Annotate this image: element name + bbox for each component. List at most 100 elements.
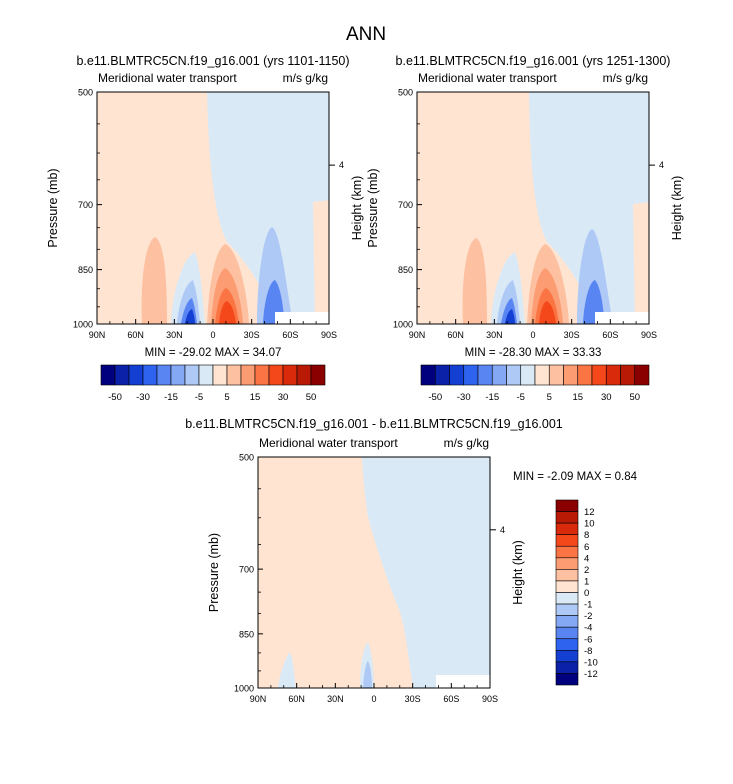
y-right-axis-title: Height (km) <box>670 176 684 241</box>
panel-3-left-label: Meridional water transport <box>259 436 398 450</box>
colorbar-label: 8 <box>584 530 589 541</box>
y-tick-label: 500 <box>239 453 254 463</box>
colorbar-cell <box>634 364 650 386</box>
panel-2-axes: 90N 60N 30N 0 30S 60S 90S 500 700 850 1000 4 Pressur… <box>366 88 684 341</box>
y-right-axis-title: Height (km) <box>511 540 525 605</box>
colorbar-label: -1 <box>584 600 592 611</box>
colorbar-label: -5 <box>195 392 203 403</box>
x-tick-label: 30N <box>486 330 503 340</box>
colorbar-label: -5 <box>517 392 525 403</box>
colorbar-label: 2 <box>584 565 589 576</box>
y-tick-label: 850 <box>78 265 93 275</box>
field-region <box>356 457 362 517</box>
colorbar-cell <box>226 364 242 386</box>
panel-2-field <box>417 92 649 324</box>
x-tick-label: 60N <box>127 330 144 340</box>
field-region <box>363 661 372 688</box>
colorbar-cell <box>254 364 270 386</box>
colorbar-cell <box>555 580 579 593</box>
field-region <box>141 237 167 324</box>
colorbar-label: 15 <box>572 392 583 403</box>
colorbar-cell <box>463 364 479 386</box>
colorbar-cell <box>128 364 144 386</box>
colorbar-label: -50 <box>428 392 442 403</box>
colorbar-cell <box>620 364 636 386</box>
panel-2-stats: MIN = -28.30 MAX = 33.33 <box>465 347 602 359</box>
colorbar-cell <box>170 364 186 386</box>
x-tick-label: 90N <box>89 330 106 340</box>
colorbar-cell <box>491 364 507 386</box>
colorbar-cell <box>555 569 579 582</box>
x-tick-label: 30N <box>327 694 344 704</box>
x-tick-label: 90S <box>641 330 657 340</box>
colorbar-cell <box>555 592 579 605</box>
x-tick-label: 0 <box>371 694 376 704</box>
field-region <box>633 202 649 324</box>
colorbar-cell <box>555 603 579 616</box>
panel-2: b.e11.BLMTRC5CN.f19_g16.001 (yrs 1251-13… <box>366 54 684 403</box>
colorbar-label: -10 <box>584 657 598 668</box>
x-tick-label: 90S <box>321 330 337 340</box>
field-region <box>313 200 329 324</box>
colorbar-label: 5 <box>547 392 552 403</box>
y-tick-label: 1000 <box>234 684 254 694</box>
colorbar-cell <box>555 626 579 640</box>
panel-1-field <box>97 92 329 324</box>
field-region <box>539 301 556 324</box>
x-tick-label: 90N <box>409 330 426 340</box>
colorbar-cell <box>555 638 579 651</box>
colorbar-label: -12 <box>584 669 598 680</box>
colorbar-label: -30 <box>457 392 471 403</box>
colorbar-cell <box>555 522 579 535</box>
panel-3-axes: 90N 60N 30N 0 30S 60S 90S 500 700 850 1000 4 Pressur… <box>207 453 525 705</box>
field-region <box>529 92 649 324</box>
x-tick-label: 60N <box>288 694 305 704</box>
colorbar-cell <box>114 364 130 386</box>
panel-1-left-label: Meridional water transport <box>98 71 237 85</box>
panel-1-title: b.e11.BLMTRC5CN.f19_g16.001 (yrs 1101-11… <box>76 54 349 68</box>
y-tick-label: 850 <box>398 265 413 275</box>
y-axis-title: Pressure (mb) <box>366 168 380 247</box>
colorbar-label: 50 <box>306 392 317 403</box>
colorbar-label: 4 <box>584 553 589 564</box>
field-region <box>462 238 487 324</box>
colorbar-cell <box>555 534 579 547</box>
x-tick-label: 60S <box>282 330 298 340</box>
x-tick-label: 0 <box>530 330 535 340</box>
x-tick-label: 30S <box>244 330 260 340</box>
colorbar-cell <box>156 364 172 386</box>
panel-3-field <box>258 457 490 688</box>
colorbar-cell <box>506 364 522 386</box>
y-right-axis-title: Height (km) <box>350 176 364 241</box>
field-region <box>219 301 236 324</box>
colorbar-cell <box>555 545 579 559</box>
colorbar-cell <box>268 364 284 386</box>
panel-2-right-label: m/s g/kg <box>603 71 648 85</box>
field-region <box>505 309 515 324</box>
panel-2-left-label: Meridional water transport <box>418 71 557 85</box>
y-tick-label: 500 <box>398 88 413 98</box>
colorbar-cell <box>434 364 450 386</box>
colorbar-label: 0 <box>584 588 589 599</box>
colorbar-cell <box>591 364 607 386</box>
colorbar-label: 5 <box>224 392 229 403</box>
panel-1-colorbar: -50 -30 -15 -5 5 15 30 50 <box>100 364 326 403</box>
y-tick-label: 1000 <box>393 320 413 330</box>
colorbar-label: 30 <box>278 392 289 403</box>
x-tick-label: 60S <box>443 694 459 704</box>
colorbar-cell <box>555 650 579 663</box>
y-right-tick-label: 4 <box>339 160 344 170</box>
field-region <box>595 312 649 324</box>
x-tick-label: 30N <box>166 330 183 340</box>
x-tick-label: 90S <box>482 694 498 704</box>
colorbar-cell <box>477 364 493 386</box>
x-tick-label: 0 <box>210 330 215 340</box>
colorbar-cell <box>555 673 579 686</box>
panel-1-axes: 90N 60N 30N 0 30S 60S 90S 500 700 850 1000 4 Pressur… <box>46 88 364 341</box>
panel-3-right-label: m/s g/kg <box>444 436 489 450</box>
colorbar-cell <box>142 364 158 386</box>
figure-title: ANN <box>346 24 386 45</box>
y-tick-label: 700 <box>239 565 254 575</box>
field-region <box>436 675 490 688</box>
